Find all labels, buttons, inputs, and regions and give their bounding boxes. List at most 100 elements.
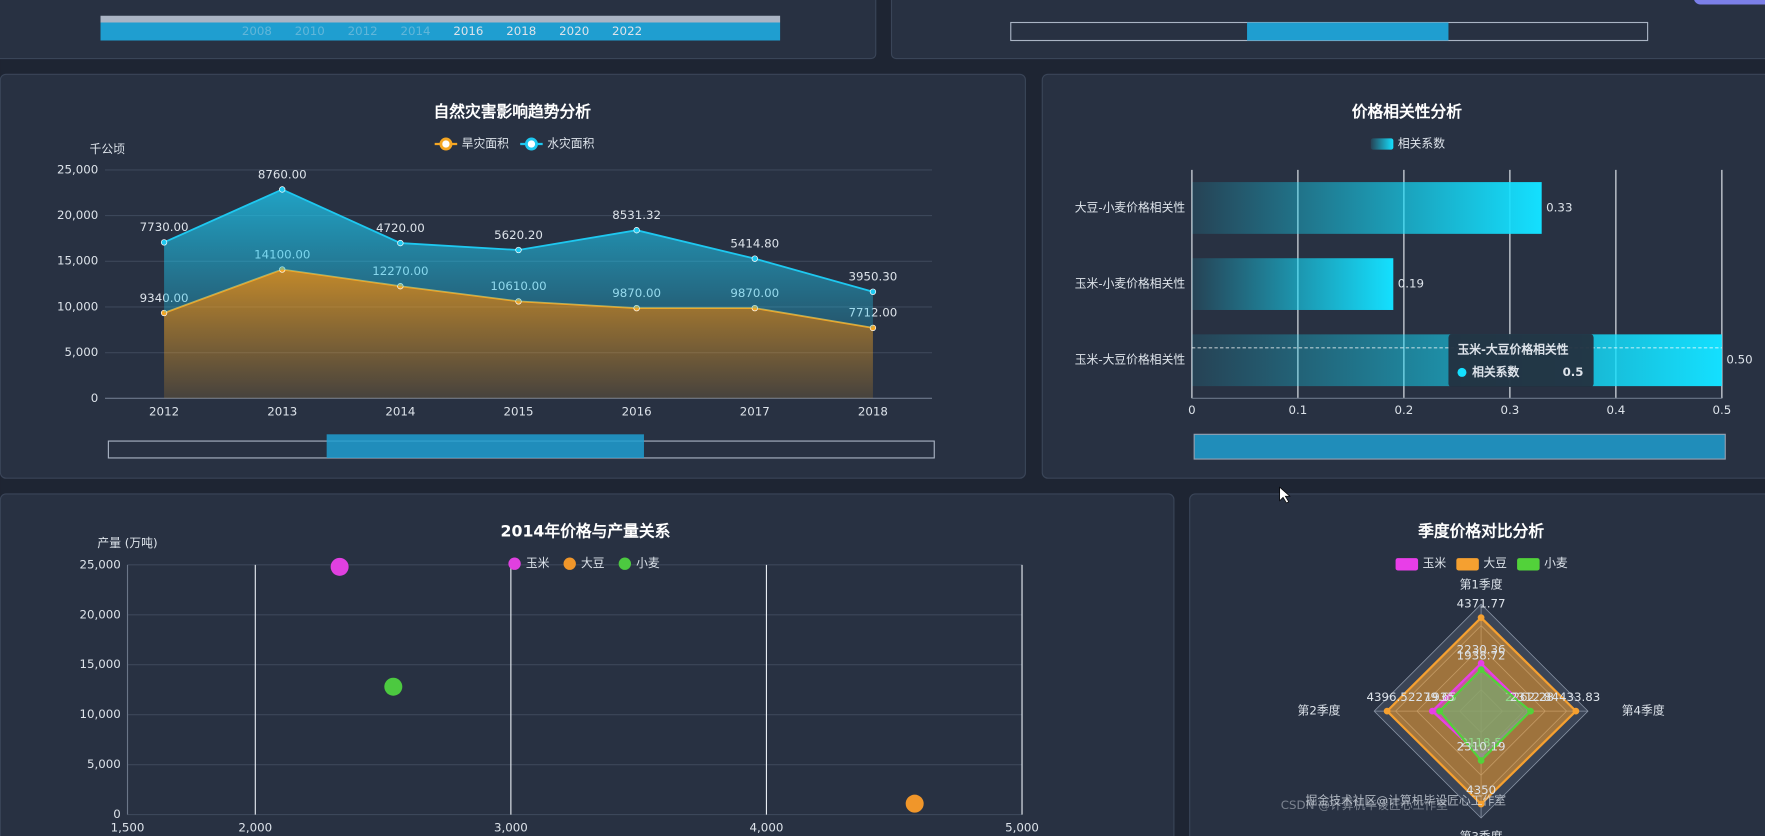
tooltip-value: 0.5 — [1563, 365, 1584, 379]
bar — [1191, 258, 1394, 310]
bar — [1191, 182, 1542, 234]
chart-title: 价格相关性分析 — [1352, 102, 1462, 121]
value-label: 4350 — [1466, 783, 1496, 797]
radar-indicator: 第3季度 — [1460, 830, 1503, 836]
legend-icon — [563, 557, 576, 570]
legend-icon — [618, 557, 632, 570]
point — [160, 239, 168, 246]
corner-button[interactable] — [1694, 0, 1765, 5]
radar-indicator: 第1季度 — [1460, 578, 1503, 592]
radar-point — [1477, 757, 1485, 764]
x-tick-label: 2014 — [385, 404, 415, 418]
value-label: 2310.19 — [1457, 739, 1506, 753]
value-label: 1935 — [1425, 690, 1455, 704]
timeline-label: 2012 — [348, 24, 378, 38]
watermark: 掘金技术社区@计算机毕设匠心工作室 — [1306, 794, 1507, 808]
value-label: 2230.36 — [1457, 642, 1506, 656]
chart-title: 自然灾害影响趋势分析 — [434, 102, 592, 121]
radar-indicator: 第2季度 — [1298, 704, 1341, 718]
x-tick-label: 2016 — [622, 404, 652, 418]
radar-point — [1428, 707, 1436, 715]
timeline-label: 2018 — [506, 24, 536, 38]
y-tick-label: 25,000 — [79, 557, 120, 571]
timeline-label: 2010 — [295, 24, 325, 38]
x-tick-label: 2013 — [267, 404, 297, 418]
x-tick-label: 4,000 — [750, 821, 784, 835]
legend-icon — [1370, 138, 1394, 150]
y-tick-label: 0 — [91, 391, 99, 405]
tooltip — [1448, 334, 1594, 388]
point — [869, 288, 877, 295]
legend-icon — [439, 137, 453, 151]
area-zoom-handle — [326, 434, 644, 458]
point — [905, 794, 924, 813]
value-label: 0.19 — [1398, 277, 1424, 291]
radar-point — [1436, 707, 1444, 715]
tooltip-series: 相关系数 — [1472, 365, 1519, 379]
timeline-label: 2014 — [401, 24, 431, 38]
value-label: 4720.00 — [376, 221, 425, 235]
radar-point — [1477, 666, 1485, 674]
radar-point — [1477, 800, 1485, 808]
x-tick-label: 0.2 — [1395, 403, 1414, 417]
value-label: 5620.20 — [494, 228, 543, 242]
y-tick-label: 5,000 — [87, 757, 121, 771]
point — [384, 677, 403, 696]
y-tick-label: 20,000 — [57, 208, 98, 222]
x-tick-label: 0.3 — [1501, 403, 1520, 417]
y-tick-label: 10,000 — [57, 299, 98, 313]
y-tick-label: 15,000 — [57, 254, 98, 268]
legend-label: 水灾面积 — [547, 137, 594, 151]
x-tick-label: 0.5 — [1712, 403, 1731, 417]
tooltip-marker — [1457, 367, 1467, 377]
x-tick-label: 0.1 — [1289, 403, 1308, 417]
value-label: 0.33 — [1546, 200, 1572, 214]
legend-icon — [524, 137, 538, 151]
legend-icon — [1517, 558, 1540, 571]
timeline-label: 2016 — [453, 24, 483, 38]
radar-indicator: 第4季度 — [1622, 704, 1665, 718]
value-label: 8531.32 — [612, 208, 661, 222]
timeline-slider — [100, 22, 781, 41]
cursor — [1279, 486, 1291, 504]
value-label: 1938.72 — [1457, 649, 1506, 663]
point — [751, 255, 758, 262]
timeline-label: 2008 — [242, 24, 272, 38]
value-label: 0.50 — [1726, 353, 1752, 367]
area — [164, 189, 873, 328]
chart-title: 2014年价格与产量关系 — [501, 522, 671, 541]
x-tick-label: 3,000 — [494, 821, 528, 835]
value-label: 2279.65 — [1408, 690, 1457, 704]
point — [279, 186, 286, 193]
radar-point — [1527, 707, 1534, 715]
point — [330, 557, 349, 576]
timeline-label: 2022 — [612, 24, 642, 38]
radar-point — [1383, 707, 1391, 715]
y-tick-label: 25,000 — [57, 162, 98, 176]
x-tick-label: 0 — [1188, 403, 1196, 417]
radar-point — [1572, 707, 1580, 715]
x-tick-label: 2018 — [858, 404, 888, 418]
value-label: 8760.00 — [258, 167, 307, 181]
legend-icon — [1456, 558, 1479, 571]
x-tick-label: 0.4 — [1607, 403, 1626, 417]
x-tick-label: 2012 — [149, 404, 179, 418]
value-label: 5414.80 — [730, 237, 779, 251]
y-axis-label: 千公顷 — [90, 142, 126, 156]
zoom-handle — [1247, 22, 1449, 41]
timeline-track — [100, 15, 781, 23]
legend-label: 大豆 — [1483, 556, 1507, 570]
watermark: CSDN @计算机毕设匠心工作室 — [1281, 798, 1448, 812]
y-axis-label: 产量 (万吨) — [97, 536, 157, 550]
radar-point — [1477, 660, 1485, 667]
legend-label: 玉米 — [1423, 556, 1447, 570]
y-tick-label: 15,000 — [79, 657, 120, 671]
x-tick-label: 2015 — [503, 404, 533, 418]
legend-label: 相关系数 — [1398, 137, 1445, 151]
y-tick-label: 0 — [113, 807, 121, 821]
y-tick-label: 大豆-小麦价格相关性 — [1075, 200, 1186, 214]
area — [164, 269, 873, 399]
value-label: 4396.5 — [1366, 690, 1407, 704]
value-label: 4433.83 — [1551, 690, 1600, 704]
